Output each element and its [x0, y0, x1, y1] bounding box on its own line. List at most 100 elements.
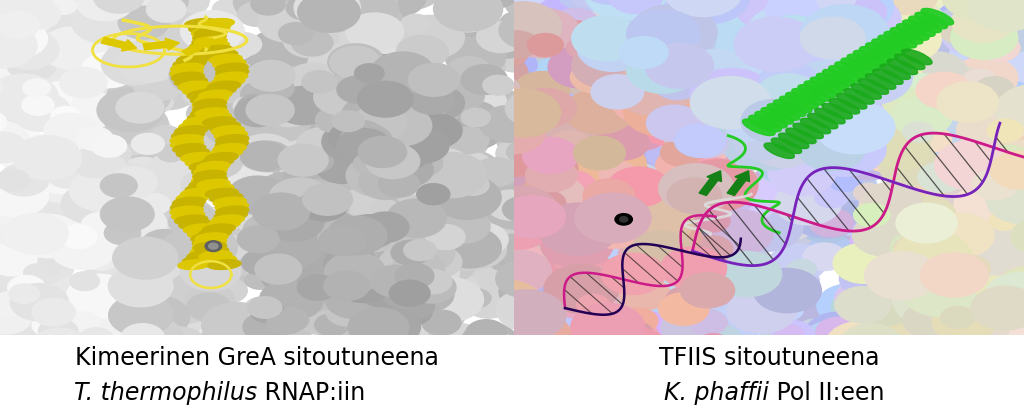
Circle shape: [428, 18, 458, 37]
Circle shape: [236, 134, 296, 172]
Circle shape: [203, 181, 238, 204]
Circle shape: [286, 235, 344, 273]
Circle shape: [0, 121, 30, 162]
Circle shape: [570, 54, 624, 89]
Ellipse shape: [880, 64, 910, 79]
Circle shape: [514, 298, 560, 328]
Circle shape: [603, 327, 670, 371]
Circle shape: [696, 81, 743, 111]
Circle shape: [1004, 176, 1024, 226]
Circle shape: [50, 0, 77, 15]
Circle shape: [288, 191, 350, 231]
Circle shape: [526, 190, 566, 216]
Circle shape: [496, 136, 550, 171]
Circle shape: [242, 212, 300, 250]
Ellipse shape: [191, 37, 225, 46]
Circle shape: [726, 287, 798, 334]
Circle shape: [409, 84, 465, 121]
Circle shape: [302, 183, 353, 216]
Circle shape: [71, 146, 120, 178]
Circle shape: [526, 259, 563, 282]
Circle shape: [318, 225, 367, 256]
Circle shape: [59, 67, 108, 98]
Circle shape: [756, 80, 818, 121]
Circle shape: [982, 172, 1019, 197]
Circle shape: [864, 251, 939, 300]
Circle shape: [978, 0, 1015, 17]
Circle shape: [457, 223, 509, 257]
Circle shape: [703, 79, 737, 101]
Circle shape: [771, 320, 815, 349]
Circle shape: [305, 21, 352, 51]
Circle shape: [978, 123, 1013, 146]
Circle shape: [111, 145, 165, 181]
Circle shape: [0, 74, 4, 101]
Ellipse shape: [170, 202, 204, 211]
Circle shape: [953, 184, 1014, 224]
Circle shape: [223, 0, 267, 3]
Circle shape: [252, 192, 310, 231]
Circle shape: [769, 66, 802, 88]
Circle shape: [988, 91, 1024, 126]
Circle shape: [278, 144, 329, 177]
Circle shape: [935, 326, 1008, 374]
Ellipse shape: [197, 41, 229, 51]
Circle shape: [216, 29, 251, 52]
Circle shape: [834, 0, 873, 5]
Circle shape: [924, 86, 959, 109]
Circle shape: [1000, 0, 1024, 26]
Ellipse shape: [804, 81, 837, 97]
Circle shape: [843, 41, 923, 94]
Circle shape: [70, 271, 100, 291]
Circle shape: [310, 74, 367, 111]
Circle shape: [540, 199, 574, 222]
Circle shape: [697, 67, 740, 95]
Circle shape: [436, 11, 496, 50]
Ellipse shape: [212, 77, 245, 87]
Circle shape: [506, 219, 558, 253]
Circle shape: [0, 23, 14, 68]
Circle shape: [468, 11, 530, 52]
Circle shape: [99, 274, 131, 295]
Circle shape: [617, 307, 658, 334]
Circle shape: [859, 290, 913, 326]
Circle shape: [412, 292, 465, 327]
Circle shape: [697, 297, 750, 332]
Circle shape: [291, 29, 334, 57]
Ellipse shape: [193, 171, 225, 180]
Circle shape: [879, 146, 942, 188]
Ellipse shape: [190, 108, 224, 118]
Circle shape: [809, 208, 854, 238]
Circle shape: [351, 105, 408, 141]
Circle shape: [104, 103, 169, 145]
Circle shape: [861, 109, 934, 157]
Circle shape: [203, 103, 273, 149]
Circle shape: [910, 123, 981, 169]
Circle shape: [184, 283, 234, 316]
Circle shape: [801, 47, 859, 85]
Circle shape: [664, 40, 708, 70]
Ellipse shape: [171, 130, 205, 140]
Ellipse shape: [801, 118, 830, 134]
Circle shape: [918, 67, 994, 117]
Circle shape: [12, 135, 82, 181]
Circle shape: [940, 306, 975, 329]
Circle shape: [403, 239, 437, 261]
Circle shape: [552, 100, 591, 126]
Circle shape: [932, 129, 957, 146]
Circle shape: [754, 78, 828, 126]
Circle shape: [542, 0, 609, 45]
Circle shape: [869, 265, 912, 293]
Circle shape: [972, 169, 1019, 200]
Circle shape: [392, 108, 421, 126]
Ellipse shape: [767, 104, 800, 120]
Circle shape: [334, 189, 386, 223]
Circle shape: [391, 250, 445, 285]
Circle shape: [681, 71, 722, 97]
Circle shape: [395, 35, 449, 69]
Circle shape: [258, 248, 304, 277]
Circle shape: [306, 0, 374, 35]
Circle shape: [725, 75, 764, 100]
Circle shape: [131, 133, 165, 155]
Circle shape: [485, 250, 552, 294]
